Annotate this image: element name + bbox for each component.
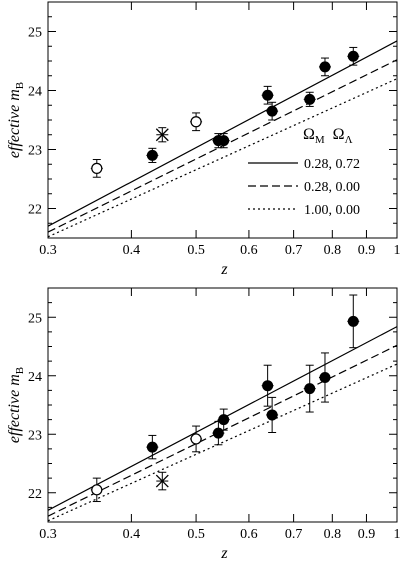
legend-label: 0.28, 0.72 bbox=[304, 157, 360, 172]
y-tick-label: 24 bbox=[28, 85, 42, 100]
data-point-filled bbox=[304, 383, 316, 395]
x-tick-label: 0.6 bbox=[240, 527, 258, 542]
legend-header-sub-lambda: Λ bbox=[345, 134, 353, 146]
model-line-dotted bbox=[48, 78, 397, 238]
x-tick-label: 0.5 bbox=[187, 243, 205, 258]
data-point-filled bbox=[146, 149, 158, 161]
data-point-filled bbox=[319, 372, 331, 384]
x-tick-label: 0.7 bbox=[285, 527, 303, 542]
legend: ΩM ΩΛ 0.28, 0.72 0.28, 0.00 1.00, 0.00 bbox=[248, 126, 360, 218]
x-tick-label: 0.7 bbox=[285, 243, 303, 258]
legend-header-sub-m: M bbox=[315, 134, 325, 146]
data-point-filled bbox=[218, 414, 230, 426]
y-tick-label: 22 bbox=[28, 487, 42, 502]
x-tick-label: 0.3 bbox=[39, 243, 57, 258]
data-point-filled bbox=[146, 441, 158, 453]
y-axis-label-subscript: B bbox=[14, 82, 26, 89]
y-tick-label: 25 bbox=[28, 311, 42, 326]
y-axis-label: effective mB bbox=[6, 367, 26, 443]
y-axis-label-subscript: B bbox=[14, 367, 26, 374]
data-point-cross-stroke bbox=[155, 128, 169, 142]
x-tick-label: 0.9 bbox=[358, 243, 376, 258]
x-axis-label: z bbox=[220, 545, 228, 562]
x-tick-label: 0.3 bbox=[39, 527, 57, 542]
data-point-filled bbox=[319, 61, 331, 73]
data-point-open bbox=[91, 484, 103, 496]
data-point-filled bbox=[266, 105, 278, 117]
legend-header: ΩM ΩΛ bbox=[303, 126, 353, 146]
data-point-open bbox=[190, 433, 202, 445]
x-tick-label: 1 bbox=[394, 527, 400, 542]
legend-label: 0.28, 0.00 bbox=[304, 180, 360, 195]
data-point-filled bbox=[304, 93, 316, 105]
data-point-filled bbox=[262, 380, 274, 392]
legend-label: 1.00, 0.00 bbox=[304, 203, 360, 218]
data-point-cross-stroke bbox=[155, 474, 169, 488]
data-point-filled bbox=[347, 50, 359, 62]
data-point-filled bbox=[262, 89, 274, 101]
y-tick-label: 25 bbox=[28, 26, 42, 41]
data-point-open bbox=[91, 162, 103, 174]
data-point-filled bbox=[347, 315, 359, 327]
x-axis-label: z bbox=[220, 261, 228, 278]
data-point-filled bbox=[218, 135, 230, 147]
y-tick-label: 23 bbox=[28, 144, 42, 159]
legend-header-omega-lambda: Ω bbox=[333, 126, 345, 143]
data-point-filled bbox=[266, 409, 278, 421]
x-tick-label: 0.8 bbox=[324, 527, 342, 542]
x-tick-label: 0.6 bbox=[240, 243, 258, 258]
x-tick-label: 0.8 bbox=[324, 243, 342, 258]
x-tick-label: 0.4 bbox=[123, 527, 141, 542]
model-line-dotted bbox=[48, 363, 397, 522]
y-tick-label: 24 bbox=[28, 370, 42, 385]
x-tick-label: 0.9 bbox=[358, 527, 376, 542]
data-point-open bbox=[190, 116, 202, 128]
y-tick-label: 22 bbox=[28, 203, 42, 218]
x-tick-label: 0.5 bbox=[187, 527, 205, 542]
data-point-filled bbox=[212, 427, 224, 439]
x-tick-label: 0.4 bbox=[123, 243, 141, 258]
y-axis-label: effective mB bbox=[6, 82, 26, 158]
x-tick-label: 1 bbox=[394, 243, 400, 258]
bottom-panel: 0.3 0.4 0.5 0.6 0.7 0.8 0.9 1 22 23 24 25 z effective… bbox=[6, 287, 400, 562]
top-panel: 0.3 0.4 0.5 0.6 0.7 0.8 0.9 1 22 23 24 25 z effective… bbox=[6, 1, 400, 278]
y-tick-label: 23 bbox=[28, 428, 42, 443]
